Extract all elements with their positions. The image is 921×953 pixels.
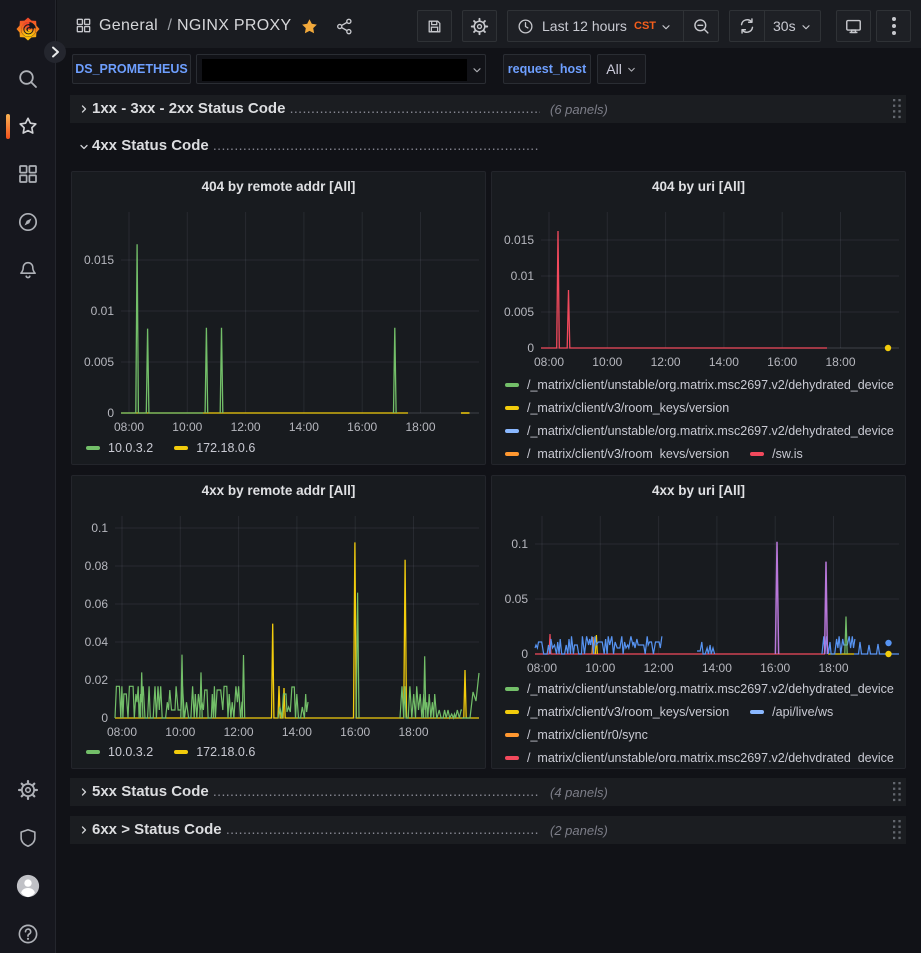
svg-text:0.01: 0.01 (511, 269, 535, 283)
svg-text:16:00: 16:00 (347, 420, 377, 434)
svg-text:12:00: 12:00 (231, 420, 261, 434)
svg-text:0.1: 0.1 (511, 537, 528, 551)
svg-text:10:00: 10:00 (172, 420, 202, 434)
svg-text:0: 0 (101, 711, 108, 725)
svg-text:08:00: 08:00 (107, 725, 137, 739)
svg-text:12:00: 12:00 (644, 661, 674, 675)
svg-text:0.005: 0.005 (84, 355, 114, 369)
svg-text:0.015: 0.015 (84, 253, 114, 267)
svg-text:12:00: 12:00 (651, 355, 681, 369)
svg-text:18:00: 18:00 (405, 420, 435, 434)
svg-text:0.02: 0.02 (85, 673, 109, 687)
svg-text:10:00: 10:00 (592, 355, 622, 369)
svg-text:0.05: 0.05 (505, 592, 529, 606)
svg-text:18:00: 18:00 (398, 725, 428, 739)
svg-text:14:00: 14:00 (702, 661, 732, 675)
svg-text:0.1: 0.1 (91, 521, 108, 535)
svg-text:18:00: 18:00 (818, 661, 848, 675)
svg-text:0.01: 0.01 (91, 304, 115, 318)
svg-text:0: 0 (527, 341, 534, 355)
svg-text:16:00: 16:00 (340, 725, 370, 739)
svg-text:18:00: 18:00 (825, 355, 855, 369)
svg-text:0.005: 0.005 (504, 305, 534, 319)
svg-text:0.015: 0.015 (504, 233, 534, 247)
svg-text:10:00: 10:00 (585, 661, 615, 675)
svg-text:0.06: 0.06 (85, 597, 109, 611)
svg-text:0.08: 0.08 (85, 559, 109, 573)
svg-text:10:00: 10:00 (165, 725, 195, 739)
svg-text:0: 0 (521, 647, 528, 661)
svg-text:08:00: 08:00 (534, 355, 564, 369)
svg-text:08:00: 08:00 (527, 661, 557, 675)
svg-text:0: 0 (107, 406, 114, 420)
svg-text:14:00: 14:00 (282, 725, 312, 739)
svg-text:08:00: 08:00 (114, 420, 144, 434)
svg-text:16:00: 16:00 (760, 661, 790, 675)
svg-text:0.04: 0.04 (85, 635, 109, 649)
svg-text:14:00: 14:00 (289, 420, 319, 434)
svg-text:16:00: 16:00 (767, 355, 797, 369)
svg-text:12:00: 12:00 (224, 725, 254, 739)
svg-text:14:00: 14:00 (709, 355, 739, 369)
